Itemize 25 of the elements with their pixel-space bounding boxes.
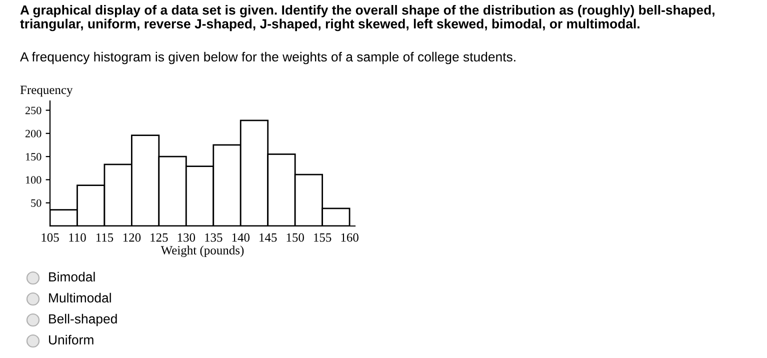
x-tick-label: 145 xyxy=(260,233,277,242)
x-tick-label: 150 xyxy=(286,233,304,242)
x-tick-label: 130 xyxy=(178,233,196,242)
x-tick-label: 160 xyxy=(341,233,358,242)
x-tick-label: 135 xyxy=(205,233,222,242)
y-tick-label: 200 xyxy=(25,130,42,138)
x-tick-label: 140 xyxy=(232,233,250,242)
x-tick-label: 110 xyxy=(69,233,86,242)
text: Bell-shaped xyxy=(49,314,117,326)
x-tick-label: 105 xyxy=(42,233,59,242)
text: Multimodal xyxy=(49,292,111,303)
text: Uniform xyxy=(49,334,94,345)
x-tick-label: 155 xyxy=(314,233,332,242)
chart-subtitle: A frequency histogram is given below for the weights of a sample of college students. xyxy=(20,52,516,64)
x-tick-label: 120 xyxy=(123,233,141,242)
x-tick-label: 125 xyxy=(150,233,168,242)
chart-title: A graphical display of a data set is given. Identify the overall shape of the distribution as (roughly) bell-shaped, triangular, uniform, reverse J-shaped, J-shaped, right skewed, left skewed, bimodal, or multimodal. xyxy=(20,5,714,32)
y-tick-label: 250 xyxy=(25,106,42,114)
y-tick-label: 50 xyxy=(31,199,42,207)
y-axis-title: Frequency xyxy=(20,86,73,97)
text: Bimodal xyxy=(49,272,95,282)
x-axis-title: Weight (pounds) xyxy=(160,246,244,258)
y-tick-label: 150 xyxy=(26,153,42,161)
y-tick-label: 100 xyxy=(26,176,42,184)
x-tick-label: 115 xyxy=(96,233,114,242)
